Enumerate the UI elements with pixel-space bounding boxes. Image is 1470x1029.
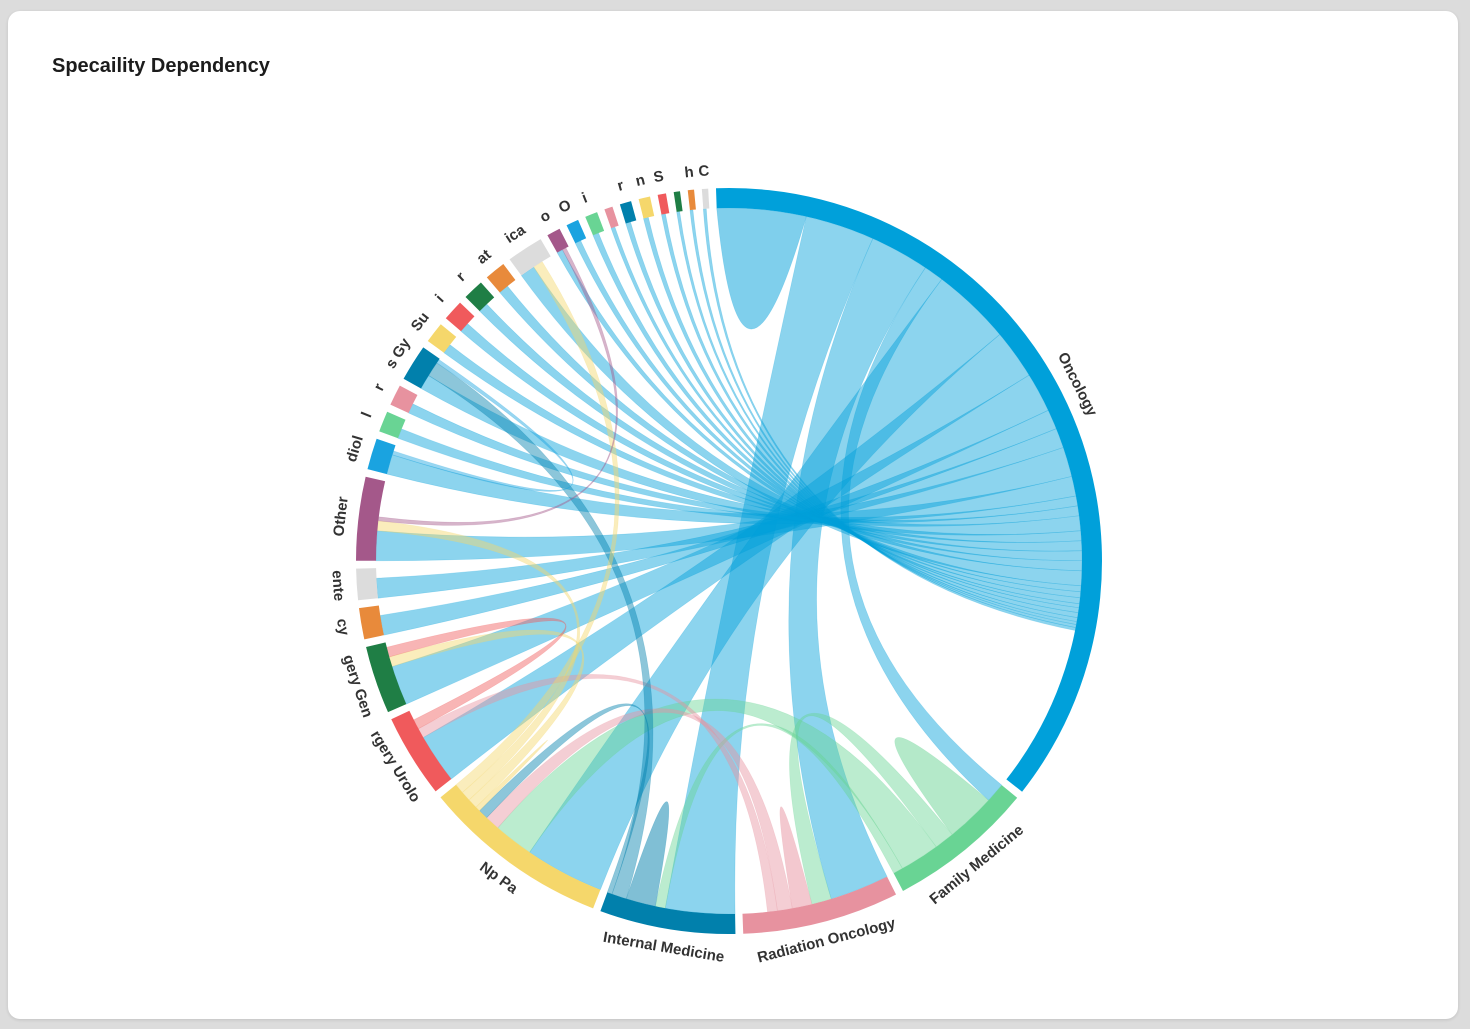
chord-family-internal[interactable] [655, 723, 903, 909]
chord-oncology-internal[interactable] [664, 216, 874, 915]
chord-oncology-oncology[interactable] [716, 207, 807, 330]
segment-s6[interactable] [486, 264, 516, 293]
segment-label-s2: r [370, 381, 388, 394]
segment-s13[interactable] [638, 196, 655, 219]
segment-s15[interactable] [673, 191, 683, 212]
segment-label-gastro: ente [328, 570, 347, 602]
segment-label-s17: C [698, 162, 710, 180]
segment-label-s10: i [580, 189, 590, 206]
segment-label-s6: at [473, 246, 494, 268]
segment-gastro[interactable] [356, 568, 378, 601]
chord-oncology-s15[interactable] [676, 211, 1078, 625]
chord-family-family[interactable] [894, 737, 990, 835]
segment-label-gyn: s Gy [382, 335, 414, 372]
segment-family[interactable] [893, 785, 1018, 891]
segment-s10[interactable] [585, 212, 605, 236]
segment-label-internal: Internal Medicine [602, 929, 726, 966]
segment-s1[interactable] [379, 411, 406, 439]
segment-label-s3: Su [408, 309, 433, 335]
segment-gyn[interactable] [403, 347, 440, 389]
segment-s7[interactable] [509, 239, 551, 276]
segment-oncology[interactable] [715, 188, 1102, 792]
segment-label-s7: ica [502, 221, 529, 247]
chord-radonc-urology[interactable] [417, 674, 778, 913]
chords-layer [375, 207, 1083, 915]
segment-label-s5: r [453, 269, 469, 285]
segment-label-s13: n [634, 171, 647, 190]
segments-layer [356, 188, 1102, 934]
chart-card: Specaility Dependency Oncology Family Med… [8, 11, 1458, 1019]
segment-label-s9: O [556, 196, 574, 216]
segment-label-s16: h [684, 164, 695, 182]
segment-s9[interactable] [566, 219, 587, 244]
chord-oncology-gyn[interactable] [420, 375, 1082, 536]
chord-oncology-s9[interactable] [574, 240, 1081, 599]
chord-radonc-radonc[interactable] [779, 806, 813, 909]
chord-oncology-gensurg[interactable] [391, 374, 1049, 705]
segment-urology[interactable] [391, 710, 452, 792]
chord-oncology-family[interactable] [840, 267, 1003, 801]
segment-nppa[interactable] [440, 784, 601, 909]
segment-gensurg[interactable] [366, 642, 407, 713]
segment-label-radiology: diol [343, 434, 367, 464]
chord-family-radonc[interactable] [789, 712, 953, 905]
segment-radiology[interactable] [367, 438, 396, 475]
chord-oncology-s10[interactable] [592, 232, 1081, 605]
segment-s17[interactable] [701, 188, 710, 209]
segment-label-s4: i [432, 291, 447, 306]
chord-oncology-s16[interactable] [689, 209, 1077, 628]
segment-emergency[interactable] [358, 605, 384, 640]
segment-label-emergency: cy [333, 617, 353, 637]
segment-s4[interactable] [445, 302, 475, 332]
chord-oncology-s3[interactable] [443, 344, 1082, 543]
segment-s16[interactable] [687, 189, 696, 211]
chord-oncology-s4[interactable] [460, 323, 1083, 552]
segment-label-s14: S [652, 168, 665, 187]
chord-oncology-radiology[interactable] [386, 454, 1077, 525]
chord-internal-internal[interactable] [625, 801, 670, 907]
segment-s2[interactable] [390, 385, 418, 413]
segment-s3[interactable] [427, 324, 457, 353]
segment-s12[interactable] [619, 201, 637, 224]
chord-other-s8[interactable] [377, 247, 618, 526]
chord-oncology-s7[interactable] [520, 266, 1083, 587]
segment-s8[interactable] [547, 228, 569, 253]
segment-label-s8: o [537, 207, 553, 226]
card-title: Specaility Dependency [52, 55, 270, 77]
segment-label-other: Other [330, 495, 351, 537]
segment-s11[interactable] [604, 206, 619, 229]
chord-radiology-gyn[interactable] [391, 359, 574, 492]
segment-label-s12: r [615, 177, 625, 195]
segment-other[interactable] [356, 476, 386, 561]
chord-oncology-gastro[interactable] [376, 428, 1064, 599]
segment-s5[interactable] [465, 282, 495, 312]
segment-s14[interactable] [657, 193, 670, 215]
segment-internal[interactable] [600, 892, 736, 934]
segment-radonc[interactable] [742, 876, 897, 934]
segment-label-s1: l [358, 410, 375, 420]
chord-oncology-s13[interactable] [643, 216, 1079, 619]
chord-oncology-s11[interactable] [610, 226, 1080, 609]
